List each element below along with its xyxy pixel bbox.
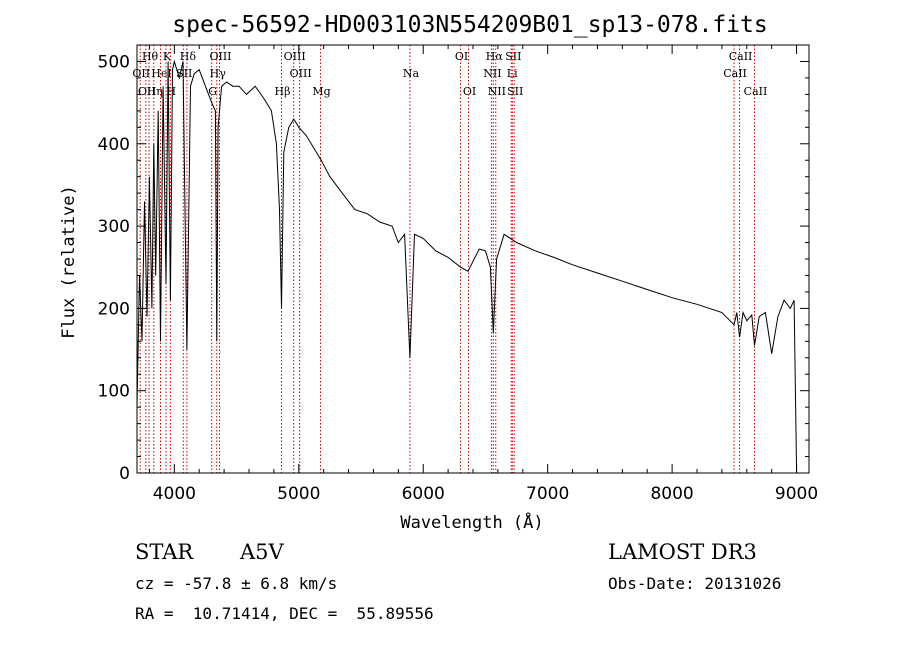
- spectral-line-label: SII: [505, 50, 521, 63]
- spectral-line-label: NII: [488, 85, 506, 98]
- spectral-line-label: Hδ: [180, 50, 197, 63]
- ra-dec-coordinates: RA = 10.71414, DEC = 55.89556: [135, 604, 434, 623]
- y-tick-label: 100: [98, 382, 130, 402]
- spectral-class: A5V: [240, 540, 284, 564]
- y-tick-label: 200: [98, 299, 130, 319]
- spectral-line-label: OI: [455, 50, 468, 63]
- y-tick-label: 0: [119, 464, 130, 484]
- spectral-line-label: Hθ: [142, 50, 159, 63]
- x-tick-label: 7000: [526, 484, 569, 504]
- x-tick-label: 8000: [650, 484, 693, 504]
- plot-frame: [136, 44, 810, 474]
- x-tick-label: 4000: [153, 484, 196, 504]
- spectral-line-label: OI: [463, 85, 476, 98]
- spectral-line-label: K: [163, 50, 172, 63]
- spectral-line-label: Hγ: [210, 67, 227, 80]
- spectral-line-label: CaII: [723, 67, 747, 80]
- survey-name: LAMOST DR3: [608, 540, 757, 564]
- redshift-velocity: cz = -57.8 ± 6.8 km/s: [135, 574, 338, 593]
- spectral-line-label: OII: [138, 85, 156, 98]
- y-tick-label: 400: [98, 135, 130, 155]
- spectral-line-label: H: [167, 85, 177, 98]
- spectral-line-label: Hη: [147, 85, 163, 98]
- spectral-line-label: OIII: [290, 67, 312, 80]
- spectral-line-label: G: [208, 85, 217, 98]
- observation-date: Obs-Date: 20131026: [608, 574, 782, 593]
- object-type: STAR: [135, 540, 194, 564]
- spectral-line-label: SII: [507, 85, 523, 98]
- x-tick-label: 9000: [775, 484, 818, 504]
- spectral-line-label: CaII: [729, 50, 753, 63]
- y-tick-label: 300: [98, 217, 130, 237]
- spectral-line-label: OIII: [284, 50, 306, 63]
- spectral-line-label: Hβ: [275, 85, 291, 98]
- spectral-line-label: SII: [176, 67, 192, 80]
- spectral-line-label: OIII: [209, 50, 231, 63]
- spectral-line-label: HeI: [151, 67, 171, 80]
- y-axis-label: Flux (relative): [59, 185, 79, 339]
- spectral-line-label: Hα: [486, 50, 504, 63]
- axis-ticks: 4000 5000 6000 7000 8000 9000 0 100 200 300 400 500: [98, 45, 818, 504]
- spectral-line-label: NII: [483, 67, 501, 80]
- chart-title: spec-56592-HD003103N554209B01_sp13-078.f…: [172, 12, 767, 38]
- spectral-line-label: Mg: [312, 85, 330, 98]
- spectrum-line: [136, 59, 798, 474]
- x-tick-label: 6000: [402, 484, 445, 504]
- spectral-line-label: CaII: [744, 85, 768, 98]
- x-tick-label: 5000: [277, 484, 320, 504]
- x-axis-label: Wavelength (Å): [400, 511, 543, 533]
- spectral-line-label: Na: [403, 67, 420, 80]
- spectral-line-label: OII: [132, 67, 150, 80]
- y-tick-label: 500: [98, 52, 130, 72]
